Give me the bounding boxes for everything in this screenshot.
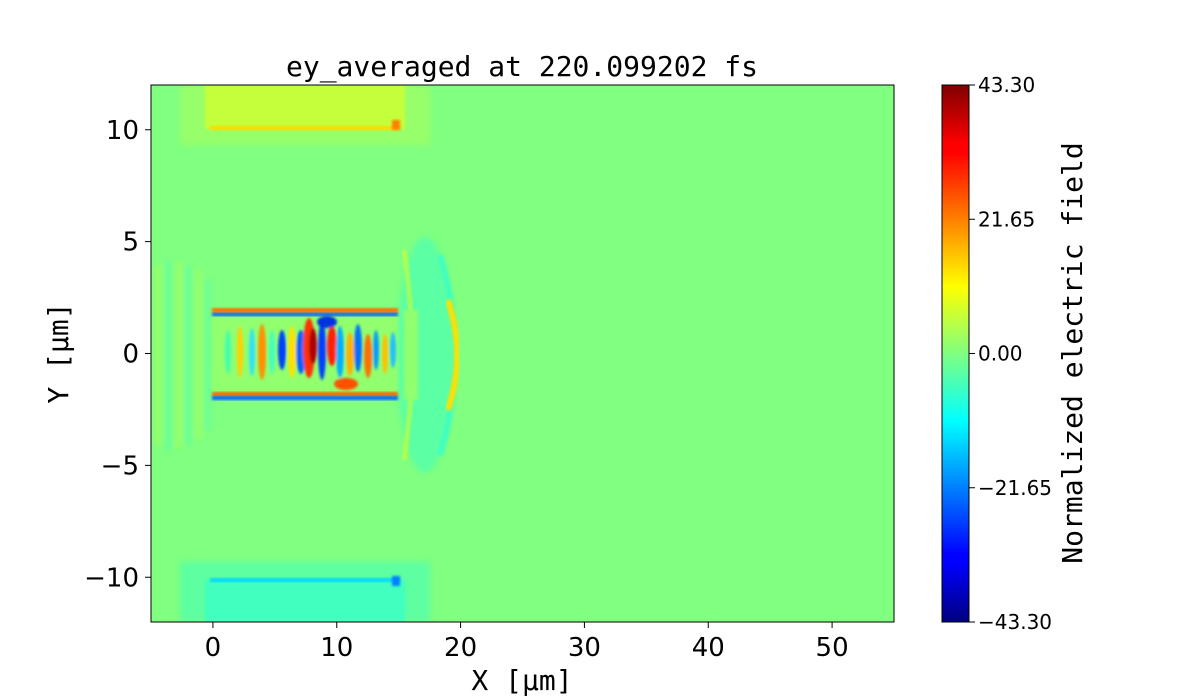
upper-slab [180,85,430,145]
x-tick-label: 20 [444,633,477,663]
y-tick-label: 0 [122,340,139,370]
colorbar-tick-label: −43.30 [978,610,1052,634]
colorbar: 43.30 21.65 0.00 −21.65 −43.30 Normalized el… [941,73,1089,634]
channel [212,308,398,400]
plot-area [150,84,895,623]
lower-slab [180,562,430,622]
field-features [156,85,460,622]
y-tick-label: 10 [106,116,139,146]
x-axis-label: X [μm] [471,664,572,697]
wake-ripples [156,260,210,450]
y-tick-label: −5 [101,451,139,481]
colorbar-tick-label: −21.65 [978,476,1052,500]
y-tick-label: 5 [122,228,139,258]
x-axis-ticks: 0 10 20 30 40 50 [205,622,849,663]
x-tick-label: 50 [816,633,849,663]
x-tick-label: 0 [205,633,222,663]
y-tick-label: −10 [84,563,139,593]
colorbar-tick-label: 21.65 [978,207,1035,231]
x-tick-label: 30 [568,633,601,663]
x-tick-label: 40 [692,633,725,663]
y-axis-ticks: 10 5 0 −5 −10 [84,116,151,593]
colorbar-tick-label: 0.00 [978,342,1023,366]
colorbar-ticks: 43.30 21.65 0.00 −21.65 −43.30 [969,73,1052,634]
x-tick-label: 10 [320,633,353,663]
chart-title: ey_averaged at 220.099202 fs [286,50,758,84]
colorbar-gradient [941,84,970,623]
colorbar-label: Normalized electric field [1056,142,1089,563]
colorbar-tick-label: 43.30 [978,73,1035,97]
y-axis-label: Y [μm] [42,302,75,403]
pulse-front [397,237,460,473]
